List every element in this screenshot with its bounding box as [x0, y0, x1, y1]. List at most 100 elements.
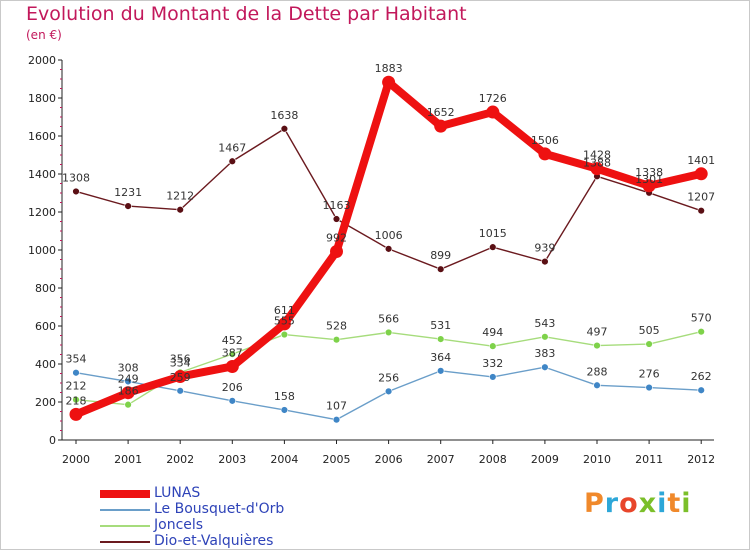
- data-label-joncels: 570: [691, 312, 712, 325]
- data-label-dio-et-valquieres: 1638: [270, 109, 298, 122]
- data-point-le-bousquet-d-orb: [280, 406, 289, 414]
- legend-label: Joncels: [154, 517, 204, 533]
- logo-letter: x: [638, 488, 658, 519]
- data-point-lunas: [330, 245, 343, 259]
- data-point-joncels: [228, 350, 237, 358]
- y-tick-label: 400: [35, 358, 56, 371]
- proxiti-logo: Proxiti: [584, 488, 692, 519]
- data-point-lunas: [173, 370, 187, 384]
- y-tick-label: 600: [35, 320, 56, 333]
- legend-swatch: [100, 541, 150, 543]
- data-label-dio-et-valquieres: 1212: [166, 190, 194, 203]
- data-label-joncels: 212: [66, 380, 87, 393]
- data-label-joncels: 186: [118, 385, 139, 398]
- data-point-dio-et-valquieres: [697, 206, 705, 215]
- data-point-lunas: [277, 317, 291, 331]
- data-point-lunas: [225, 359, 239, 373]
- data-point-joncels: [384, 328, 393, 337]
- data-point-lunas: [434, 119, 448, 133]
- data-label-le-bousquet-d-orb: 332: [482, 357, 503, 370]
- data-label-joncels: 543: [534, 317, 555, 330]
- data-label-lunas: 1726: [479, 92, 507, 105]
- data-label-lunas: 1428: [583, 149, 611, 162]
- chart-unit: (en €): [26, 28, 62, 42]
- data-label-lunas: 1883: [375, 62, 403, 75]
- data-point-lunas: [486, 105, 500, 119]
- data-point-le-bousquet-d-orb: [124, 377, 132, 386]
- data-point-lunas: [590, 162, 604, 176]
- legend-label: Le Bousquet-d'Orb: [154, 501, 285, 517]
- data-point-le-bousquet-d-orb: [228, 397, 237, 405]
- data-label-lunas: 1652: [427, 106, 455, 119]
- x-tick-label: 2002: [166, 453, 194, 466]
- x-tick-label: 2007: [427, 453, 455, 466]
- data-point-lunas: [642, 179, 656, 193]
- data-label-joncels: 528: [326, 320, 347, 333]
- data-label-lunas: 1401: [687, 154, 715, 167]
- legend-swatch: [100, 525, 150, 527]
- data-label-le-bousquet-d-orb: 276: [639, 368, 660, 381]
- data-point-joncels: [124, 400, 132, 409]
- x-tick-label: 2005: [323, 453, 351, 466]
- legend-item-le-bousquet-d-orb: Le Bousquet-d'Orb: [100, 501, 400, 518]
- data-label-dio-et-valquieres: 1207: [687, 191, 715, 204]
- data-label-lunas: 387: [222, 346, 243, 359]
- data-labels: 1308 1231 1212 1467 1638 1163 1006 899 1015 939 13…: [62, 62, 715, 412]
- data-label-dio-et-valquieres: 1015: [479, 227, 507, 240]
- data-point-joncels: [697, 328, 705, 336]
- legend-label: LUNAS: [154, 485, 201, 501]
- data-point-dio-et-valquieres: [280, 125, 289, 133]
- x-tick-label: 2000: [62, 453, 90, 466]
- data-label-dio-et-valquieres: 1163: [323, 199, 351, 212]
- data-label-lunas: 334: [170, 357, 191, 370]
- data-label-joncels: 452: [222, 334, 243, 347]
- data-label-lunas: 992: [326, 232, 347, 245]
- x-tick-label: 2009: [531, 453, 559, 466]
- data-point-le-bousquet-d-orb: [697, 386, 705, 394]
- data-label-le-bousquet-d-orb: 256: [378, 371, 399, 384]
- data-point-le-bousquet-d-orb: [176, 387, 184, 395]
- data-label-joncels: 494: [482, 326, 503, 339]
- data-point-lunas: [121, 386, 135, 400]
- data-point-le-bousquet-d-orb: [437, 367, 445, 375]
- legend-item-joncels: Joncels: [100, 517, 400, 534]
- logo-letter: i: [681, 488, 692, 519]
- legend-label: Dio-et-Valquières: [154, 533, 274, 549]
- y-tick-label: 1200: [28, 206, 56, 219]
- data-label-dio-et-valquieres: 1301: [635, 173, 663, 186]
- data-label-lunas: 1338: [635, 166, 663, 179]
- data-point-joncels: [489, 342, 497, 350]
- legend: LUNAS Le Bousquet-d'Orb Joncels Dio-et-V…: [100, 485, 400, 550]
- x-tick-label: 2011: [635, 453, 663, 466]
- y-tick-label: 1600: [28, 130, 56, 143]
- legend-item-dio-et-valquieres: Dio-et-Valquières: [100, 533, 400, 550]
- data-label-le-bousquet-d-orb: 107: [326, 400, 347, 413]
- data-label-le-bousquet-d-orb: 383: [534, 347, 555, 360]
- x-tick-label: 2003: [218, 453, 246, 466]
- data-point-lunas: [538, 147, 552, 161]
- data-point-joncels: [280, 330, 289, 339]
- data-label-le-bousquet-d-orb: 158: [274, 390, 295, 403]
- data-label-le-bousquet-d-orb: 364: [430, 351, 451, 364]
- x-tick-label: 2008: [479, 453, 507, 466]
- data-point-le-bousquet-d-orb: [332, 415, 341, 424]
- y-tick-label: 1400: [28, 168, 56, 181]
- logo-letter: o: [619, 488, 639, 519]
- data-point-le-bousquet-d-orb: [541, 363, 549, 371]
- y-tick-label: 2000: [28, 54, 56, 67]
- data-point-dio-et-valquieres: [541, 257, 549, 266]
- data-label-dio-et-valquieres: 1006: [375, 229, 403, 242]
- data-point-le-bousquet-d-orb: [593, 381, 601, 389]
- data-point-lunas: [694, 167, 708, 181]
- y-tick-label: 0: [49, 434, 56, 447]
- data-point-dio-et-valquieres: [489, 243, 497, 251]
- x-tick-label: 2004: [270, 453, 298, 466]
- data-point-dio-et-valquieres: [72, 187, 80, 196]
- x-tick-label: 2010: [583, 453, 611, 466]
- data-point-dio-et-valquieres: [332, 215, 341, 223]
- data-label-le-bousquet-d-orb: 288: [587, 365, 608, 378]
- data-point-lunas: [69, 407, 83, 421]
- series-points: [69, 75, 708, 424]
- data-point-dio-et-valquieres: [384, 245, 393, 253]
